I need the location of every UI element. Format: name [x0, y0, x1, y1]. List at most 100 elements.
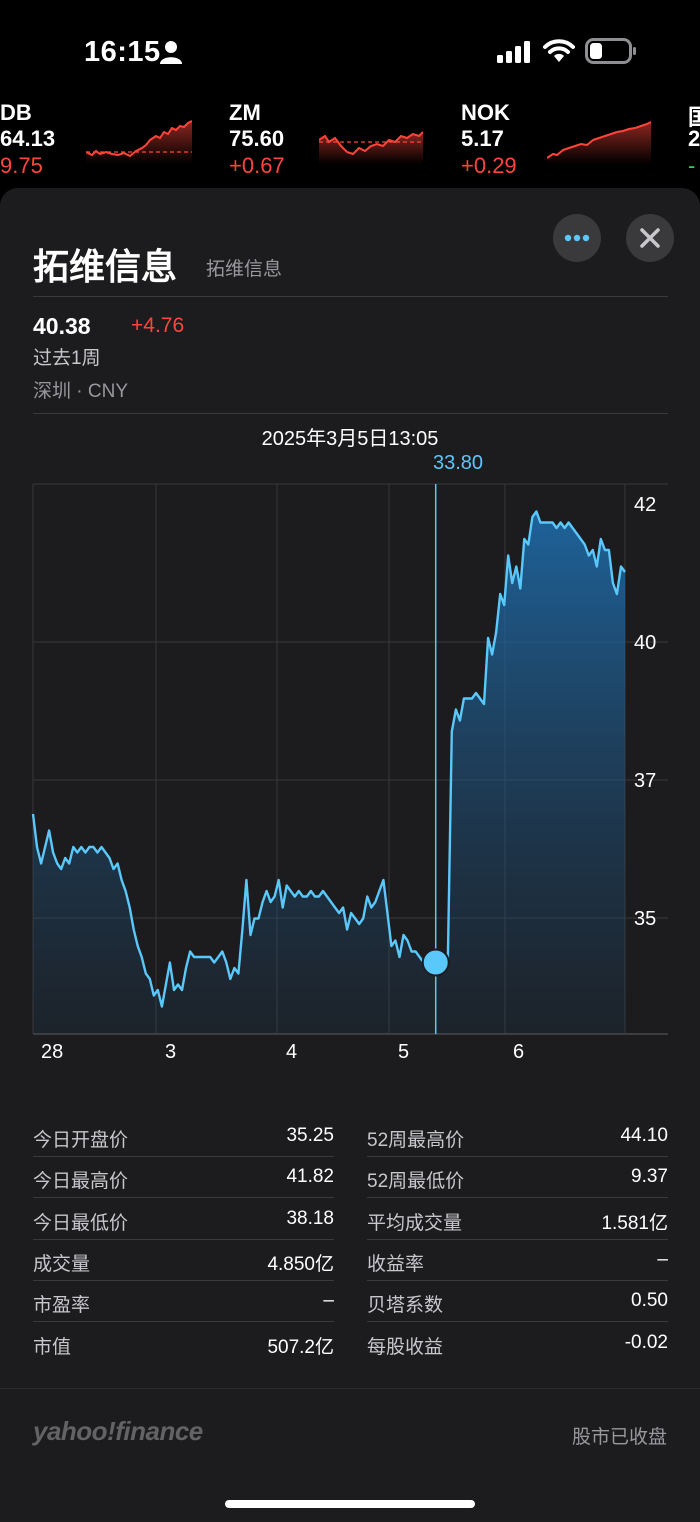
stat-label: 市值 [33, 1336, 72, 1358]
row-divider [33, 1279, 334, 1281]
stock-detail-card: 拓维信息 拓维信息 40.38 +4.76 过去1周 深圳 · CNY 2025… [0, 188, 700, 1522]
market-status: 股市已收盘 [571, 1427, 667, 1448]
divider [33, 296, 668, 297]
stat-label: 52周最高价 [367, 1130, 465, 1151]
ticker-change: 9.75 [0, 153, 43, 178]
x-tick-label: 3 [165, 1041, 176, 1063]
divider [0, 1388, 700, 1389]
status-bar: 16:15 [0, 0, 700, 100]
row-divider [33, 1321, 334, 1323]
stat-value: – [323, 1290, 334, 1312]
stock-subtitle: 拓维信息 [206, 259, 283, 280]
stat-row: 平均成交量 1.581亿 [367, 1199, 668, 1240]
stat-row: 每股收益 -0.02 [367, 1323, 668, 1364]
price-area [33, 511, 625, 1034]
row-divider [367, 1238, 668, 1240]
stat-value: 507.2亿 [267, 1336, 334, 1358]
stock-name: 拓维信息 [33, 246, 178, 287]
row-divider [367, 1279, 668, 1281]
chart-hover-value: 33.80 [433, 452, 484, 474]
cellular-signal-icon [497, 41, 530, 63]
current-price: 40.38 [33, 313, 91, 339]
stat-label: 今日开盘价 [33, 1130, 129, 1151]
stat-row: 今日开盘价 35.25 [33, 1116, 334, 1157]
ticker-sparkline [86, 120, 192, 164]
stat-row: 今日最高价 41.82 [33, 1157, 334, 1199]
x-tick-label: 4 [286, 1041, 297, 1063]
ticker-price: 2 [688, 126, 700, 151]
ticker-price: 5.17 [461, 126, 504, 151]
ticker-change: - [688, 153, 696, 178]
y-tick-label: 35 [634, 908, 656, 930]
stat-label: 平均成交量 [367, 1212, 463, 1234]
ticker-item-partial[interactable]: 国 2 - [688, 96, 700, 186]
ticker-price: 64.13 [0, 126, 56, 151]
stat-row: 收益率 – [367, 1240, 668, 1281]
person-icon [160, 41, 182, 64]
status-time: 16:15 [84, 36, 161, 68]
stat-row: 今日最低价 38.18 [33, 1199, 334, 1240]
ticker-item-mdb[interactable]: DB 64.13 9.75 [0, 96, 200, 186]
row-divider [367, 1156, 668, 1157]
price-line [31, 510, 626, 1008]
stat-row: 市值 507.2亿 [33, 1323, 334, 1364]
stat-label: 每股收益 [367, 1336, 444, 1358]
stat-label: 贝塔系数 [367, 1295, 444, 1317]
stat-row: 52周最低价 9.37 [367, 1157, 668, 1199]
ellipsis-icon [564, 234, 590, 242]
stat-value: 0.50 [631, 1290, 668, 1312]
stat-value: – [657, 1248, 668, 1270]
row-divider [33, 1197, 334, 1199]
stat-row: 贝塔系数 0.50 [367, 1281, 668, 1323]
stat-value: 44.10 [620, 1125, 668, 1146]
row-divider [367, 1321, 668, 1323]
stat-label: 52周最低价 [367, 1171, 465, 1193]
battery-icon [585, 38, 636, 64]
home-indicator[interactable] [225, 1500, 475, 1508]
divider [33, 413, 668, 414]
ticker-symbol: ZM [229, 100, 261, 125]
row-divider [367, 1197, 668, 1199]
stat-value: 1.581亿 [601, 1212, 668, 1234]
stat-row: 市盈率 – [33, 1281, 334, 1323]
ticker-item-nok[interactable]: NOK 5.17 +0.29 [461, 96, 661, 186]
ticker-sparkline [319, 131, 423, 164]
y-tick-label: 37 [634, 770, 656, 792]
wifi-icon [543, 39, 575, 62]
stat-value: 38.18 [286, 1207, 334, 1229]
ticker-symbol: NOK [461, 100, 510, 125]
time-period: 过去1周 [33, 348, 101, 369]
stat-value: -0.02 [624, 1331, 668, 1353]
ticker-symbol: DB [0, 100, 32, 125]
ticker-change: +0.29 [461, 153, 517, 178]
x-tick-label: 28 [41, 1041, 63, 1063]
stat-label: 成交量 [33, 1253, 91, 1275]
price-change: +4.76 [131, 314, 185, 337]
yahoo-finance-logo: yahoo!finance [33, 1416, 203, 1446]
x-tick-label: 5 [398, 1041, 409, 1063]
ticker-item-zm[interactable]: ZM 75.60 +0.67 [229, 96, 429, 186]
stat-label: 市盈率 [33, 1295, 91, 1317]
stat-label: 收益率 [367, 1253, 425, 1275]
stat-value: 4.850亿 [267, 1253, 334, 1275]
ticker-sparkline [547, 121, 651, 164]
exchange-currency: 深圳 · CNY [33, 381, 129, 402]
price-chart[interactable]: 42 40 37 35 28 3 4 5 6 [0, 468, 700, 1088]
ticker-change: +0.67 [229, 153, 285, 178]
chart-hover-date: 2025年3月5日13:05 [261, 428, 439, 450]
more-button[interactable] [553, 214, 601, 262]
stat-value: 9.37 [631, 1166, 668, 1188]
close-icon [640, 228, 660, 248]
row-divider [33, 1156, 334, 1157]
y-tick-label: 42 [634, 494, 656, 516]
x-tick-label: 6 [513, 1041, 524, 1063]
stat-row: 成交量 4.850亿 [33, 1240, 334, 1281]
crosshair-dot [421, 948, 450, 977]
close-button[interactable] [626, 214, 674, 262]
ticker-strip[interactable]: DB 64.13 9.75 ZM 75.60 +0.67 NOK 5.17 +0… [0, 96, 700, 186]
stat-label: 今日最高价 [33, 1171, 129, 1193]
y-tick-label: 40 [634, 632, 656, 654]
stat-value: 35.25 [286, 1125, 334, 1146]
row-divider [33, 1238, 334, 1240]
ticker-symbol: 国 [688, 105, 700, 130]
